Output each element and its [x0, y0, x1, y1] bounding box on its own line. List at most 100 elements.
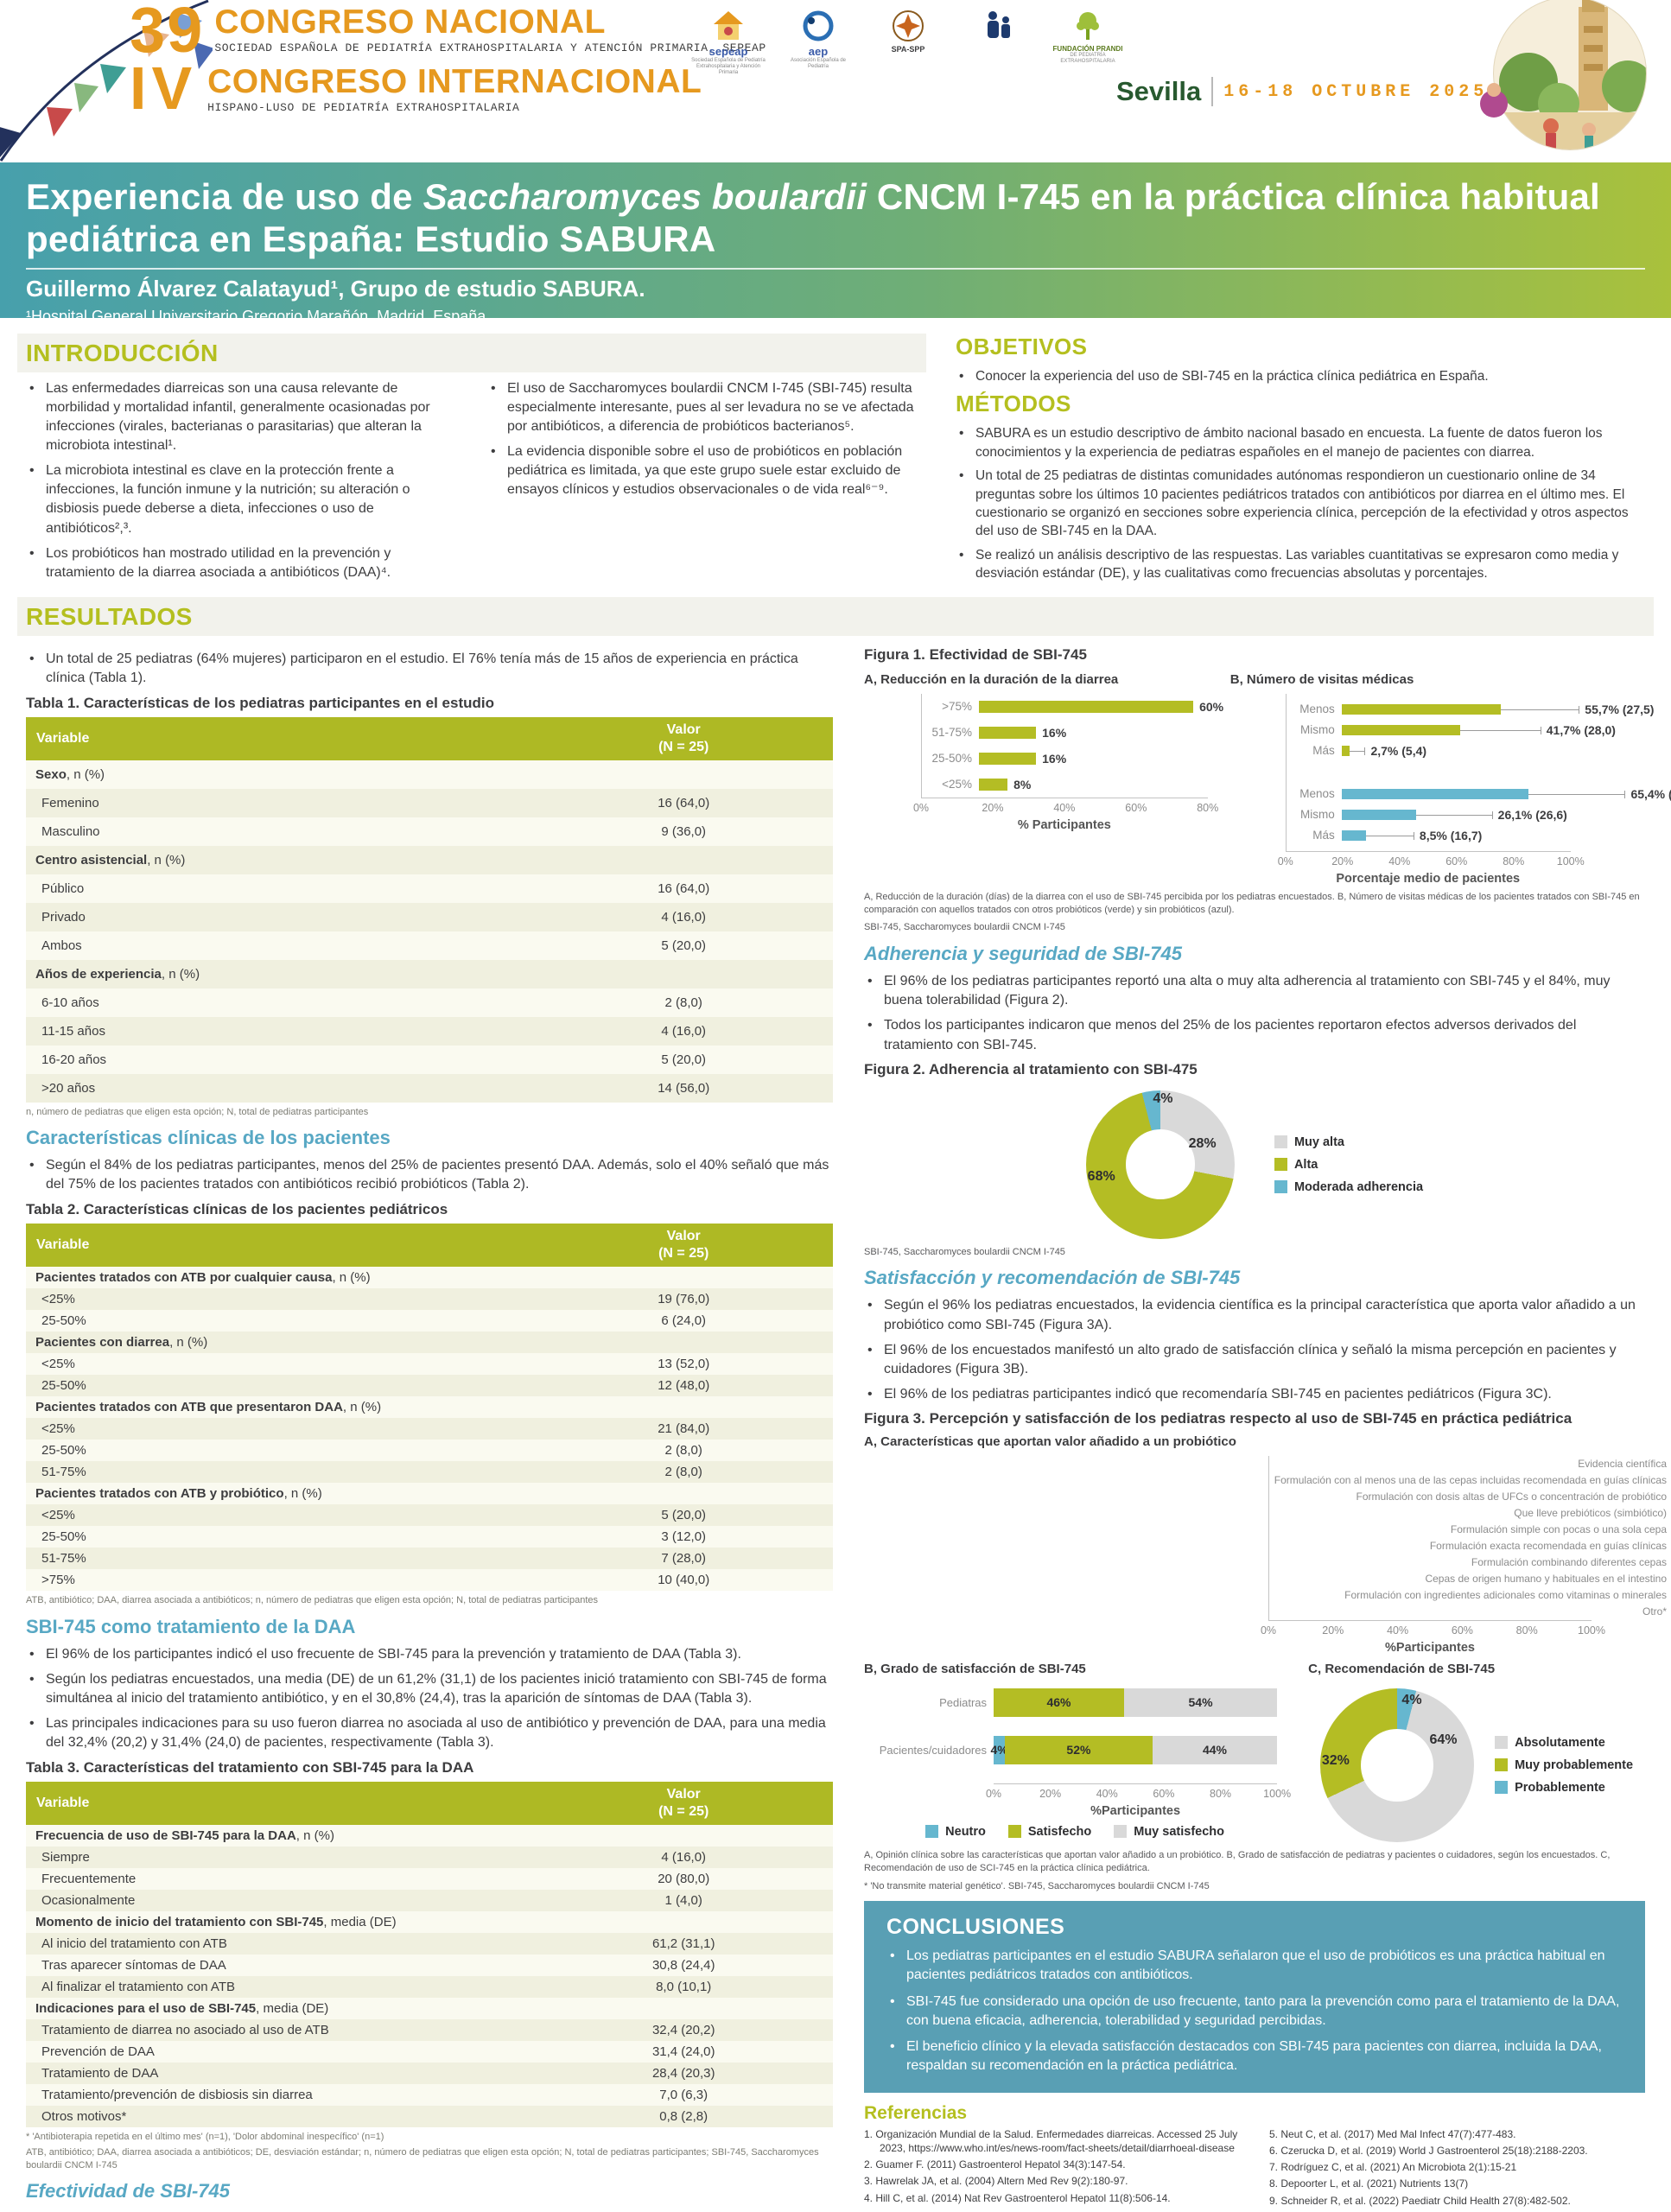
table-row: 16-20 años 5 (20,0) — [26, 1045, 833, 1074]
bullet-item: El 96% de los encuestados manifestó un a… — [864, 1341, 1645, 1379]
axis-tick: 20% — [982, 801, 1004, 814]
figures-icon — [988, 11, 1010, 38]
bar-row: Más 8,5% (16,7) — [1312, 828, 1483, 842]
objetivos-bullets: Conocer la experiencia del uso de SBI-74… — [956, 367, 1645, 386]
stacked-segment: 46% — [994, 1688, 1124, 1717]
axis-tick: 80% — [1515, 1624, 1538, 1637]
bullet-item: El uso de Saccharomyces boulardii CNCM I… — [487, 379, 918, 436]
figura1-caption-2: SBI-745, Saccharomyces boulardii CNCM I-… — [864, 922, 1065, 933]
table-header: Variable Valor (N = 25) — [26, 1224, 833, 1268]
aep-logo: aep Asociación Española de Pediatría — [781, 9, 855, 70]
table-row: >75% 10 (40,0) — [26, 1569, 833, 1592]
conclusiones-heading: CONCLUSIONES — [886, 1915, 1065, 1940]
axis-tick: 100% — [1556, 855, 1585, 868]
bullet-item: El 60% de los pediatras participantes co… — [26, 2209, 833, 2212]
bar-row: Mismo 41,7% (28,0) — [1300, 722, 1616, 737]
bullet-item: Un total de 25 pediatras (64% mujeres) p… — [26, 650, 833, 688]
donut-value-label: 4% — [1153, 1091, 1173, 1107]
congress-international-title: CONGRESO INTERNACIONAL — [207, 62, 702, 100]
spa-spp-emblem-icon — [893, 10, 924, 41]
legend-color-chip — [1495, 1758, 1509, 1772]
bullet-item: Los probióticos han mostrado utilidad en… — [26, 544, 456, 582]
table-row: Frecuencia de uso de SBI-745 para la DAA… — [26, 1825, 833, 1847]
table-row: Otros motivos* 0,8 (2,8) — [26, 2106, 833, 2128]
stacked-segment: 54% — [1123, 1688, 1278, 1717]
section-objetivos-metodos: OBJETIVOS Conocer la experiencia del uso… — [956, 334, 1645, 588]
legend-color-chip — [1114, 1825, 1128, 1839]
figura2-donut-block: 28% 68% 4% Muy alta Alta Moderada adherenc… — [864, 1085, 1645, 1241]
figura1-caption: A, Reducción de la duración (días) de la… — [864, 891, 1640, 915]
table-row: Pacientes tratados con ATB que presentar… — [26, 1396, 833, 1419]
bullet-item: Un total de 25 pediatras de distintas co… — [956, 467, 1645, 541]
table-row: 25-50% 3 (12,0) — [26, 1526, 833, 1548]
tabla3: Variable Valor (N = 25) Frecuencia de uso… — [26, 1782, 833, 2128]
bunting-flags-decoration — [0, 0, 213, 162]
authors: Guillermo Álvarez Calatayud¹, Grupo de e… — [26, 276, 645, 302]
tabla1-title: Tabla 1. Características de los pediatra… — [26, 694, 494, 711]
axis-tick: 0% — [1260, 1624, 1277, 1637]
table-row: 6-10 años 2 (8,0) — [26, 988, 833, 1017]
bar-row: >75% 60% — [942, 699, 1224, 714]
congress-national-title: CONGRESO NACIONAL — [214, 3, 606, 41]
sepeap-logo-text: sepeap — [708, 45, 748, 58]
legend-item: Muy probablemente — [1495, 1758, 1633, 1772]
table-row: 25-50% 6 (24,0) — [26, 1310, 833, 1332]
axis-tick: 80% — [1503, 855, 1525, 868]
aep-logo-caption: Asociación Española de Pediatría — [790, 58, 847, 70]
legend-item: Probablemente — [1495, 1781, 1633, 1795]
tabla3-footnote-1: * 'Antibioterapia repetida en el último … — [26, 2132, 384, 2143]
title-post: CNCM I-745 en la práctica clínica habitu… — [26, 176, 1600, 259]
bullet-item: Las enfermedades diarreicas son una caus… — [26, 379, 456, 455]
figura3b-panel: B, Grado de satisfacción de SBI-745 Pedi… — [864, 1660, 1291, 1844]
figura1-title: Figura 1. Efectividad de SBI-745 — [864, 645, 1087, 663]
divider — [1211, 77, 1214, 106]
figura2-legend: Muy alta Alta Moderada adherencia — [1274, 1135, 1423, 1194]
stacked-segment: 44% — [1152, 1735, 1278, 1764]
sepeap-logo-caption: Sociedad Española de Pediatría Extrahosp… — [691, 58, 766, 76]
legend-item: Alta — [1274, 1158, 1423, 1172]
bar-group: Menos 65,4% (33,9) Mismo 26,1% (26,6) Má… — [1287, 779, 1671, 851]
axis-tick: 20% — [1331, 855, 1354, 868]
bar-row: Formulación simple con pocas o una sola … — [1450, 1523, 1667, 1536]
table-row: 25-50% 12 (48,0) — [26, 1375, 833, 1397]
metodos-bullets: SABURA es un estudio descriptivo de ámbi… — [956, 424, 1645, 582]
axis-tick: 0% — [912, 801, 930, 814]
referencias-heading: Referencias — [864, 2102, 968, 2123]
bullet-item: Conocer la experiencia del uso de SBI-74… — [956, 367, 1645, 386]
figura1a-panel: A, Reducción en la duración de la diarre… — [864, 671, 1224, 886]
table-row: Centro asistencial, n (%) — [26, 845, 833, 874]
axis-tick: 100% — [1263, 1787, 1292, 1800]
bar-row: Que lleve prebióticos (simbiótico) 32% — [1514, 1507, 1667, 1520]
poster-title: Experiencia de uso de Saccharomyces boul… — [26, 176, 1645, 260]
sbi-daa-bullets: El 96% de los participantes indicó el us… — [26, 1645, 833, 1752]
adherencia-heading: Adherencia y seguridad de SBI-745 — [864, 943, 1183, 965]
poster-body: INTRODUCCIÓN Las enfermedades diarreicas… — [0, 318, 1671, 2212]
reference-item: 9. Schneider R, et al. (2022) Paediatr C… — [1269, 2194, 1571, 2207]
sbi-daa-heading: SBI-745 como tratamiento de la DAA — [26, 1615, 356, 1637]
sepeap-house-icon — [714, 11, 743, 40]
axis-tick: 80% — [1197, 801, 1219, 814]
section-introduccion: INTRODUCCIÓN Las enfermedades diarreicas… — [17, 334, 926, 588]
stacked-row: Pacientes/cuidadores 4% 52% 44% — [864, 1735, 1286, 1764]
stacked-segment: 4% — [990, 1735, 1008, 1764]
axis-tick: 20% — [1322, 1624, 1344, 1637]
table-row: Momento de inicio del tratamiento con SB… — [26, 1911, 833, 1934]
table-row: <25% 5 (20,0) — [26, 1504, 833, 1527]
objetivos-heading: OBJETIVOS — [956, 334, 1088, 359]
introduccion-bullets-col2: El uso de Saccharomyces boulardii CNCM I… — [487, 379, 918, 588]
donut-value-label: 68% — [1087, 1168, 1115, 1184]
axis-tick: 40% — [1096, 1787, 1118, 1800]
axis-tick: 60% — [1125, 801, 1147, 814]
bar-row: Cepas de origen humano y habituales en e… — [1425, 1573, 1667, 1586]
prandi-logo-text: FUNDACIÓN PRANDI — [1052, 45, 1123, 53]
tabla2: Variable Valor (N = 25) Pacientes tratado… — [26, 1224, 833, 1592]
stacked-segment: 52% — [1005, 1735, 1153, 1764]
bullet-item: El 96% de los pediatras participantes in… — [864, 1385, 1645, 1404]
congress-number-39: 39 — [130, 0, 205, 66]
reference-item: 7. Rodríguez C, et al. (2021) An Microbi… — [1269, 2161, 1517, 2174]
legend-color-chip — [1495, 1781, 1509, 1795]
efectividad-bullets: El 60% de los pediatras participantes co… — [26, 2209, 833, 2212]
donut-value-label: 28% — [1188, 1135, 1217, 1151]
event-location-date: Sevilla 16-18 OCTUBRE 2025 — [1116, 76, 1488, 107]
